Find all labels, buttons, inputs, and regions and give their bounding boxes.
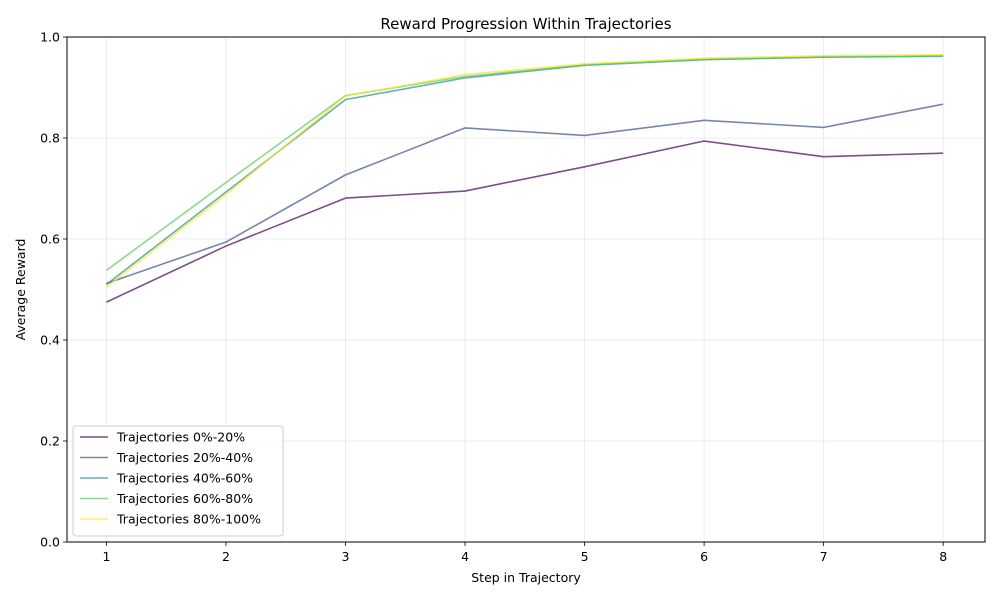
series-line-5 — [105, 53, 944, 288]
x-tick-label: 2 — [222, 549, 230, 564]
y-tick-label: 0.8 — [40, 131, 60, 146]
series-layer — [105, 53, 944, 303]
x-tick-label: 7 — [820, 549, 828, 564]
y-tick-label: 0.4 — [40, 333, 60, 348]
y-tick-label: 0.0 — [40, 535, 60, 550]
y-tick-label: 0.2 — [40, 434, 60, 449]
y-tick-label: 1.0 — [40, 30, 60, 45]
series-line-1 — [106, 140, 944, 303]
series-line-2 — [106, 103, 944, 285]
series-line-3 — [105, 55, 944, 286]
legend-label: Trajectories 20%-40% — [116, 450, 253, 465]
legend: Trajectories 0%-20% Trajectories 20%-40% T… — [72, 425, 284, 537]
y-axis-label: Average Reward — [13, 239, 28, 341]
series-line-4 — [105, 54, 944, 271]
y-tick-label: 0.6 — [40, 232, 60, 247]
legend-label: Trajectories 0%-20% — [116, 430, 245, 445]
x-axis-label: Step in Trajectory — [471, 570, 581, 585]
legend-box — [72, 425, 284, 537]
x-tick-label: 3 — [342, 549, 350, 564]
x-tick-label: 8 — [939, 549, 947, 564]
legend-label: Trajectories 60%-80% — [116, 491, 253, 506]
x-tick-label: 1 — [102, 549, 110, 564]
legend-label: Trajectories 80%-100% — [116, 512, 261, 527]
chart-title: Reward Progression Within Trajectories — [380, 15, 671, 33]
x-tick-label: 6 — [700, 549, 708, 564]
legend-label: Trajectories 40%-60% — [116, 471, 253, 486]
x-tick-label: 5 — [581, 549, 589, 564]
x-tick-label: 4 — [461, 549, 469, 564]
tick-layer: 1 2 3 4 5 6 7 8 0.0 0.2 0.4 0.6 0.8 1.0 — [40, 30, 947, 565]
plot-frame — [66, 36, 986, 543]
